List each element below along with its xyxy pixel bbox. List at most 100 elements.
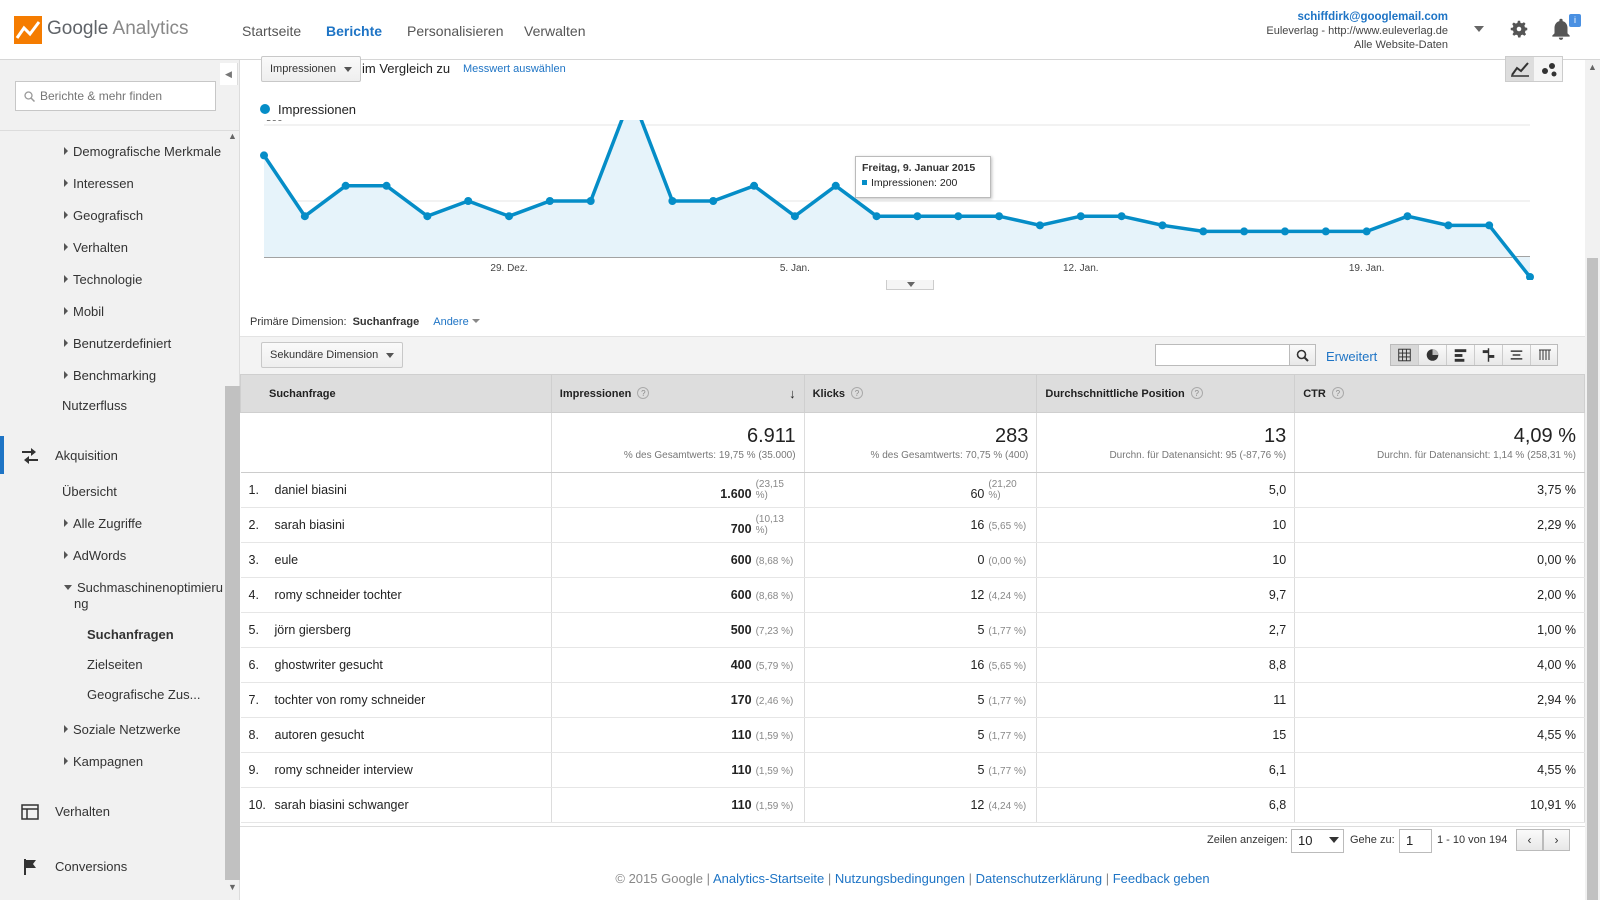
next-page-button[interactable]: › [1543, 829, 1570, 851]
data-point[interactable] [1240, 227, 1249, 236]
cell-query[interactable]: 10. sarah biasini schwanger [240, 787, 552, 823]
sidebar-item-benchmarking[interactable]: Benchmarking [64, 368, 156, 383]
query-link[interactable]: ghostwriter gesucht [274, 658, 383, 672]
line-chart-icon[interactable] [1506, 57, 1534, 81]
data-point[interactable] [831, 181, 840, 190]
collapse-sidebar-button[interactable]: ◀ [220, 63, 238, 85]
help-icon[interactable]: ? [637, 387, 650, 399]
query-link[interactable]: sarah biasini schwanger [274, 798, 409, 812]
table-row[interactable]: 5. jörn giersberg 500 (7,23 %) 5 (1,77 %) 2,7 1… [240, 612, 1585, 648]
sidebar-item-demografische-merkmale[interactable]: Demografische Merkmale [64, 144, 221, 159]
prev-page-button[interactable]: ‹ [1516, 829, 1543, 851]
data-point[interactable] [1117, 212, 1126, 221]
data-point[interactable] [709, 197, 718, 205]
query-link[interactable]: jörn giersberg [274, 623, 351, 637]
table-row[interactable]: 1. daniel biasini 1.600(23,15 %) 60(21,20 %… [240, 472, 1585, 508]
data-point[interactable] [505, 212, 514, 221]
cell-query[interactable]: 5. jörn giersberg [240, 612, 552, 648]
query-link[interactable]: sarah biasini [274, 518, 345, 532]
advanced-filter-link[interactable]: Erweitert [1326, 349, 1378, 364]
col-header-suchanfrage[interactable]: Suchanfrage [240, 374, 552, 413]
footer-link-nutzungsbedingungen[interactable]: Nutzungsbedingungen [834, 871, 965, 886]
help-icon[interactable]: ? [1190, 387, 1203, 399]
sidebar-item-adwords[interactable]: AdWords [64, 548, 126, 563]
cell-query[interactable]: 4. romy schneider tochter [240, 577, 552, 613]
bar-chart-icon[interactable] [1447, 345, 1475, 365]
table-row[interactable]: 10. sarah biasini schwanger 110 (1,59 %) 12(… [240, 787, 1585, 823]
data-point[interactable] [1035, 221, 1044, 230]
help-icon[interactable]: ? [851, 387, 863, 399]
term-cloud-icon[interactable] [1503, 345, 1531, 365]
table-row[interactable]: 6. ghostwriter gesucht 400 (5,79 %) 16 (5,65 … [240, 647, 1585, 683]
data-point[interactable] [750, 181, 759, 190]
data-point[interactable] [464, 197, 473, 205]
secondary-dimension-select[interactable]: Sekundäre Dimension [261, 342, 404, 368]
data-point[interactable] [1362, 227, 1371, 236]
data-point[interactable] [382, 181, 391, 190]
data-point[interactable] [300, 212, 309, 221]
footer-link-datenschutz[interactable]: Datenschutzerklärung [975, 871, 1103, 886]
sidebar-item-interessen[interactable]: Interessen [64, 176, 134, 191]
scroll-down-arrow-icon[interactable]: ▼ [228, 882, 237, 892]
pie-chart-icon[interactable] [1419, 345, 1447, 365]
page-scrollbar-thumb[interactable] [1587, 258, 1598, 900]
table-row[interactable]: 9. romy schneider interview 110 (1,59 %) 5 (1… [240, 752, 1585, 788]
table-view-toggle[interactable] [1390, 344, 1558, 366]
data-point[interactable] [1485, 221, 1494, 230]
sidebar-item-suchanfragen[interactable]: Suchanfragen [87, 627, 174, 642]
sidebar-item-zielseiten[interactable]: Zielseiten [87, 657, 143, 672]
table-view-icon[interactable] [1391, 345, 1419, 365]
footer-link-feedback[interactable]: Feedback geben [1112, 871, 1210, 886]
nav-verwalten[interactable]: Verwalten [524, 23, 586, 39]
bell-icon[interactable] [1548, 16, 1574, 42]
data-point[interactable] [790, 212, 799, 221]
sidebar-item-soziale-netzwerke[interactable]: Soziale Netzwerke [64, 722, 181, 737]
table-row[interactable]: 2. sarah biasini 700(10,13 %) 16 (5,65 %) 10 2… [240, 507, 1585, 543]
cell-query[interactable]: 1. daniel biasini [240, 472, 552, 508]
sidebar-item-geografische-zusammenfassung[interactable]: Geografische Zus... [87, 687, 201, 702]
legend-label[interactable]: Impressionen [278, 102, 357, 117]
query-link[interactable]: romy schneider tochter [274, 588, 402, 602]
sidebar-item-alle-zugriffe[interactable]: Alle Zugriffe [64, 516, 142, 531]
chart-resize-handle[interactable] [886, 280, 934, 290]
data-point[interactable] [423, 212, 432, 221]
scroll-up-arrow-icon[interactable]: ▲ [1588, 62, 1597, 72]
query-link[interactable]: eule [274, 553, 299, 567]
query-link[interactable]: autoren gesucht [274, 728, 365, 742]
sidebar-item-verhalten-audience[interactable]: Verhalten [64, 240, 128, 255]
comparison-icon[interactable] [1475, 345, 1503, 365]
data-point[interactable] [1158, 221, 1167, 230]
analytics-logo-icon[interactable] [14, 16, 42, 44]
nav-startseite[interactable]: Startseite [242, 23, 302, 39]
data-point[interactable] [586, 197, 595, 205]
query-link[interactable]: daniel biasini [274, 483, 347, 497]
data-point[interactable] [1321, 227, 1330, 236]
pivot-icon[interactable] [1531, 345, 1559, 365]
sidebar-item-suchmaschinenoptimierung[interactable]: Suchmaschinenoptimieru [64, 580, 223, 595]
data-point[interactable] [954, 212, 963, 221]
account-switcher[interactable]: schiffdirk@googlemail.com Euleverlag - h… [1266, 10, 1448, 52]
col-header-position[interactable]: Durchschnittliche Position? [1036, 374, 1296, 413]
primary-dimension-value[interactable]: Suchanfrage [352, 316, 420, 328]
col-header-klicks[interactable]: Klicks? [803, 374, 1038, 413]
report-search[interactable] [15, 81, 216, 111]
table-filter-input[interactable] [1155, 344, 1290, 366]
cell-query[interactable]: 2. sarah biasini [240, 507, 552, 543]
cell-query[interactable]: 3. eule [240, 542, 552, 578]
query-link[interactable]: tochter von romy schneider [274, 693, 426, 707]
footer-link-startseite[interactable]: Analytics-Startseite [712, 871, 825, 886]
gear-icon[interactable] [1508, 18, 1530, 40]
cell-query[interactable]: 7. tochter von romy schneider [240, 682, 552, 718]
sidebar-item-kampagnen[interactable]: Kampagnen [64, 754, 143, 769]
sidebar-item-benutzerdefiniert[interactable]: Benutzerdefiniert [64, 336, 171, 351]
data-point[interactable] [1280, 227, 1289, 236]
cell-query[interactable]: 9. romy schneider interview [240, 752, 552, 788]
sidebar-item-nutzerfluss[interactable]: Nutzerfluss [62, 398, 128, 413]
table-row[interactable]: 8. autoren gesucht 110 (1,59 %) 5 (1,77 %) 15 4… [240, 717, 1585, 753]
search-input[interactable] [40, 83, 212, 109]
other-dimension-link[interactable]: Andere [433, 316, 469, 328]
sidebar-item-uebersicht[interactable]: Übersicht [62, 484, 117, 499]
rows-per-page-select[interactable]: 10 [1291, 829, 1344, 853]
data-point[interactable] [260, 151, 268, 160]
col-header-ctr[interactable]: CTR? [1294, 374, 1585, 413]
